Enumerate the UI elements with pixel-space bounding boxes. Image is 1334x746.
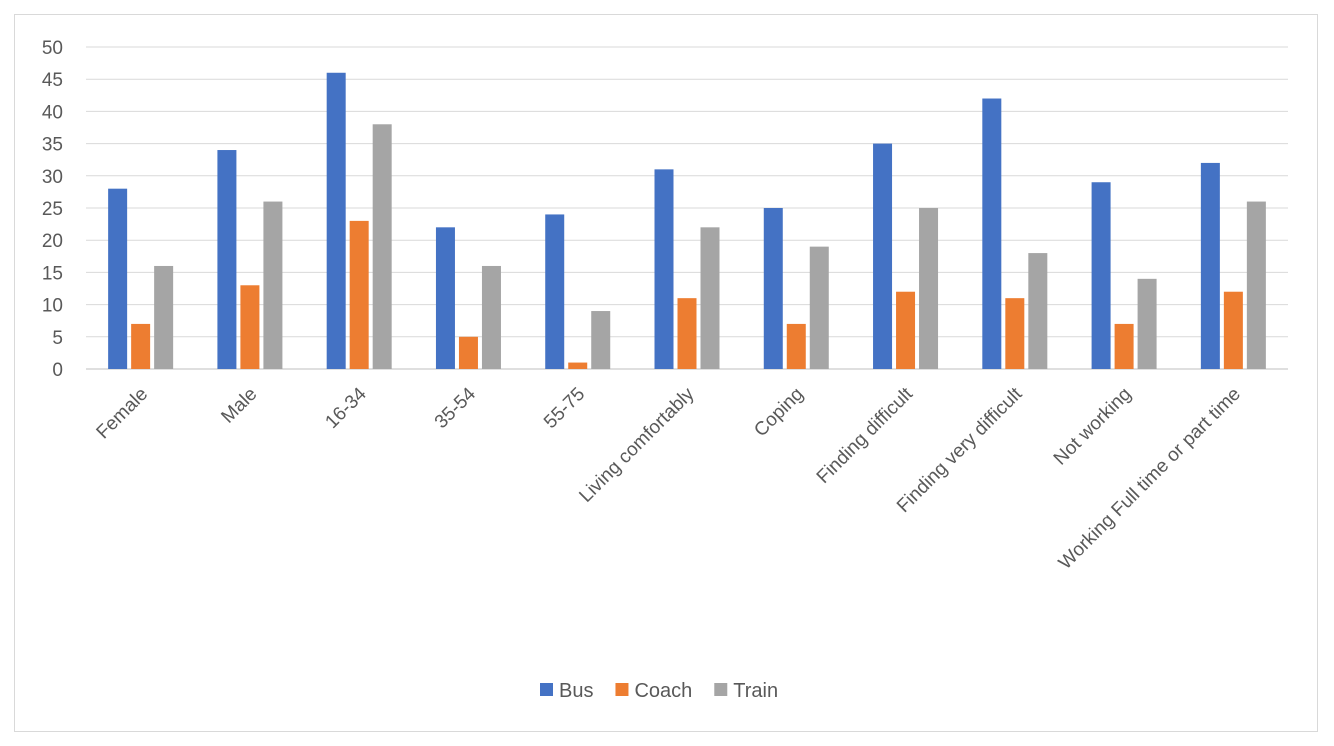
legend-label-train: Train bbox=[733, 680, 778, 702]
legend-swatch-bus bbox=[540, 683, 553, 696]
bar-coach-16-34 bbox=[349, 220, 369, 369]
bar-bus-finding-difficult bbox=[873, 143, 893, 369]
legend-swatch-train bbox=[714, 683, 728, 696]
bar-bus-female bbox=[108, 188, 128, 369]
y-tick-label: 35 bbox=[42, 135, 63, 156]
bar-bus-finding-very-difficult bbox=[982, 98, 1002, 370]
x-category-label: Female bbox=[93, 384, 153, 444]
bar-coach-55-75 bbox=[568, 362, 588, 369]
y-tick-label: 40 bbox=[42, 102, 63, 123]
x-category-label: Not working bbox=[1050, 384, 1136, 470]
legend: Bus Coach Train bbox=[540, 680, 778, 702]
bar-train-living-comfortably bbox=[700, 227, 720, 369]
bar-bus-55-75 bbox=[545, 214, 565, 369]
y-tick-label: 50 bbox=[42, 38, 63, 59]
bar-bus-male bbox=[217, 150, 237, 369]
bar-train-working-full-time-or-part-time bbox=[1246, 201, 1266, 369]
bar-bus-35-54 bbox=[435, 227, 455, 369]
bar-coach-finding-very-difficult bbox=[1005, 298, 1025, 369]
bar-coach-finding-difficult bbox=[896, 291, 916, 369]
x-category-label: Working Full time or part time bbox=[1055, 384, 1245, 574]
chart-frame bbox=[14, 14, 1318, 732]
legend-label-bus: Bus bbox=[559, 680, 593, 702]
x-category-label: Coping bbox=[750, 384, 807, 441]
bar-bus-working-full-time-or-part-time bbox=[1200, 162, 1220, 369]
bar-train-finding-difficult bbox=[919, 208, 939, 369]
bar-coach-female bbox=[131, 323, 151, 369]
legend-swatch-coach bbox=[615, 683, 629, 696]
x-category-label: 16-34 bbox=[321, 383, 371, 433]
bar-bus-coping bbox=[763, 208, 783, 369]
bar-coach-not-working bbox=[1114, 323, 1134, 369]
bar-train-not-working bbox=[1137, 278, 1157, 369]
bar-bus-16-34 bbox=[326, 72, 346, 369]
x-category-label: Finding very difficult bbox=[893, 383, 1027, 517]
y-tick-label: 45 bbox=[42, 70, 63, 91]
bar-coach-male bbox=[240, 285, 260, 369]
bar-train-coping bbox=[809, 246, 829, 369]
bar-coach-35-54 bbox=[458, 336, 478, 369]
x-category-label: 55-75 bbox=[540, 384, 589, 433]
bar-train-35-54 bbox=[481, 265, 501, 369]
bar-train-female bbox=[154, 265, 174, 369]
y-tick-label: 25 bbox=[42, 199, 63, 220]
legend-label-coach: Coach bbox=[634, 680, 692, 702]
x-category-label: Finding difficult bbox=[813, 383, 918, 488]
bar-train-male bbox=[263, 201, 283, 369]
y-tick-label: 30 bbox=[42, 167, 63, 188]
y-tick-label: 15 bbox=[42, 263, 63, 284]
bar-train-55-75 bbox=[591, 311, 611, 369]
bar-train-16-34 bbox=[372, 124, 392, 369]
y-tick-label: 5 bbox=[52, 328, 63, 349]
x-category-label: Male bbox=[217, 384, 261, 428]
bar-coach-coping bbox=[786, 323, 806, 369]
bar-bus-not-working bbox=[1091, 182, 1111, 369]
bar-coach-living-comfortably bbox=[677, 298, 697, 369]
x-category-label: Living comfortably bbox=[575, 383, 698, 506]
bar-coach-working-full-time-or-part-time bbox=[1223, 291, 1243, 369]
y-tick-label: 0 bbox=[52, 360, 63, 381]
bar-train-finding-very-difficult bbox=[1028, 253, 1048, 369]
x-category-label: 35-54 bbox=[431, 383, 481, 433]
gridlines bbox=[86, 46, 1288, 370]
y-tick-label: 10 bbox=[42, 296, 63, 317]
bar-bus-living-comfortably bbox=[654, 169, 674, 369]
y-tick-label: 20 bbox=[42, 231, 63, 252]
y-axis-tick-labels: 0 5 10 15 20 25 30 35 40 45 50 bbox=[42, 38, 63, 381]
bars bbox=[108, 72, 1266, 370]
